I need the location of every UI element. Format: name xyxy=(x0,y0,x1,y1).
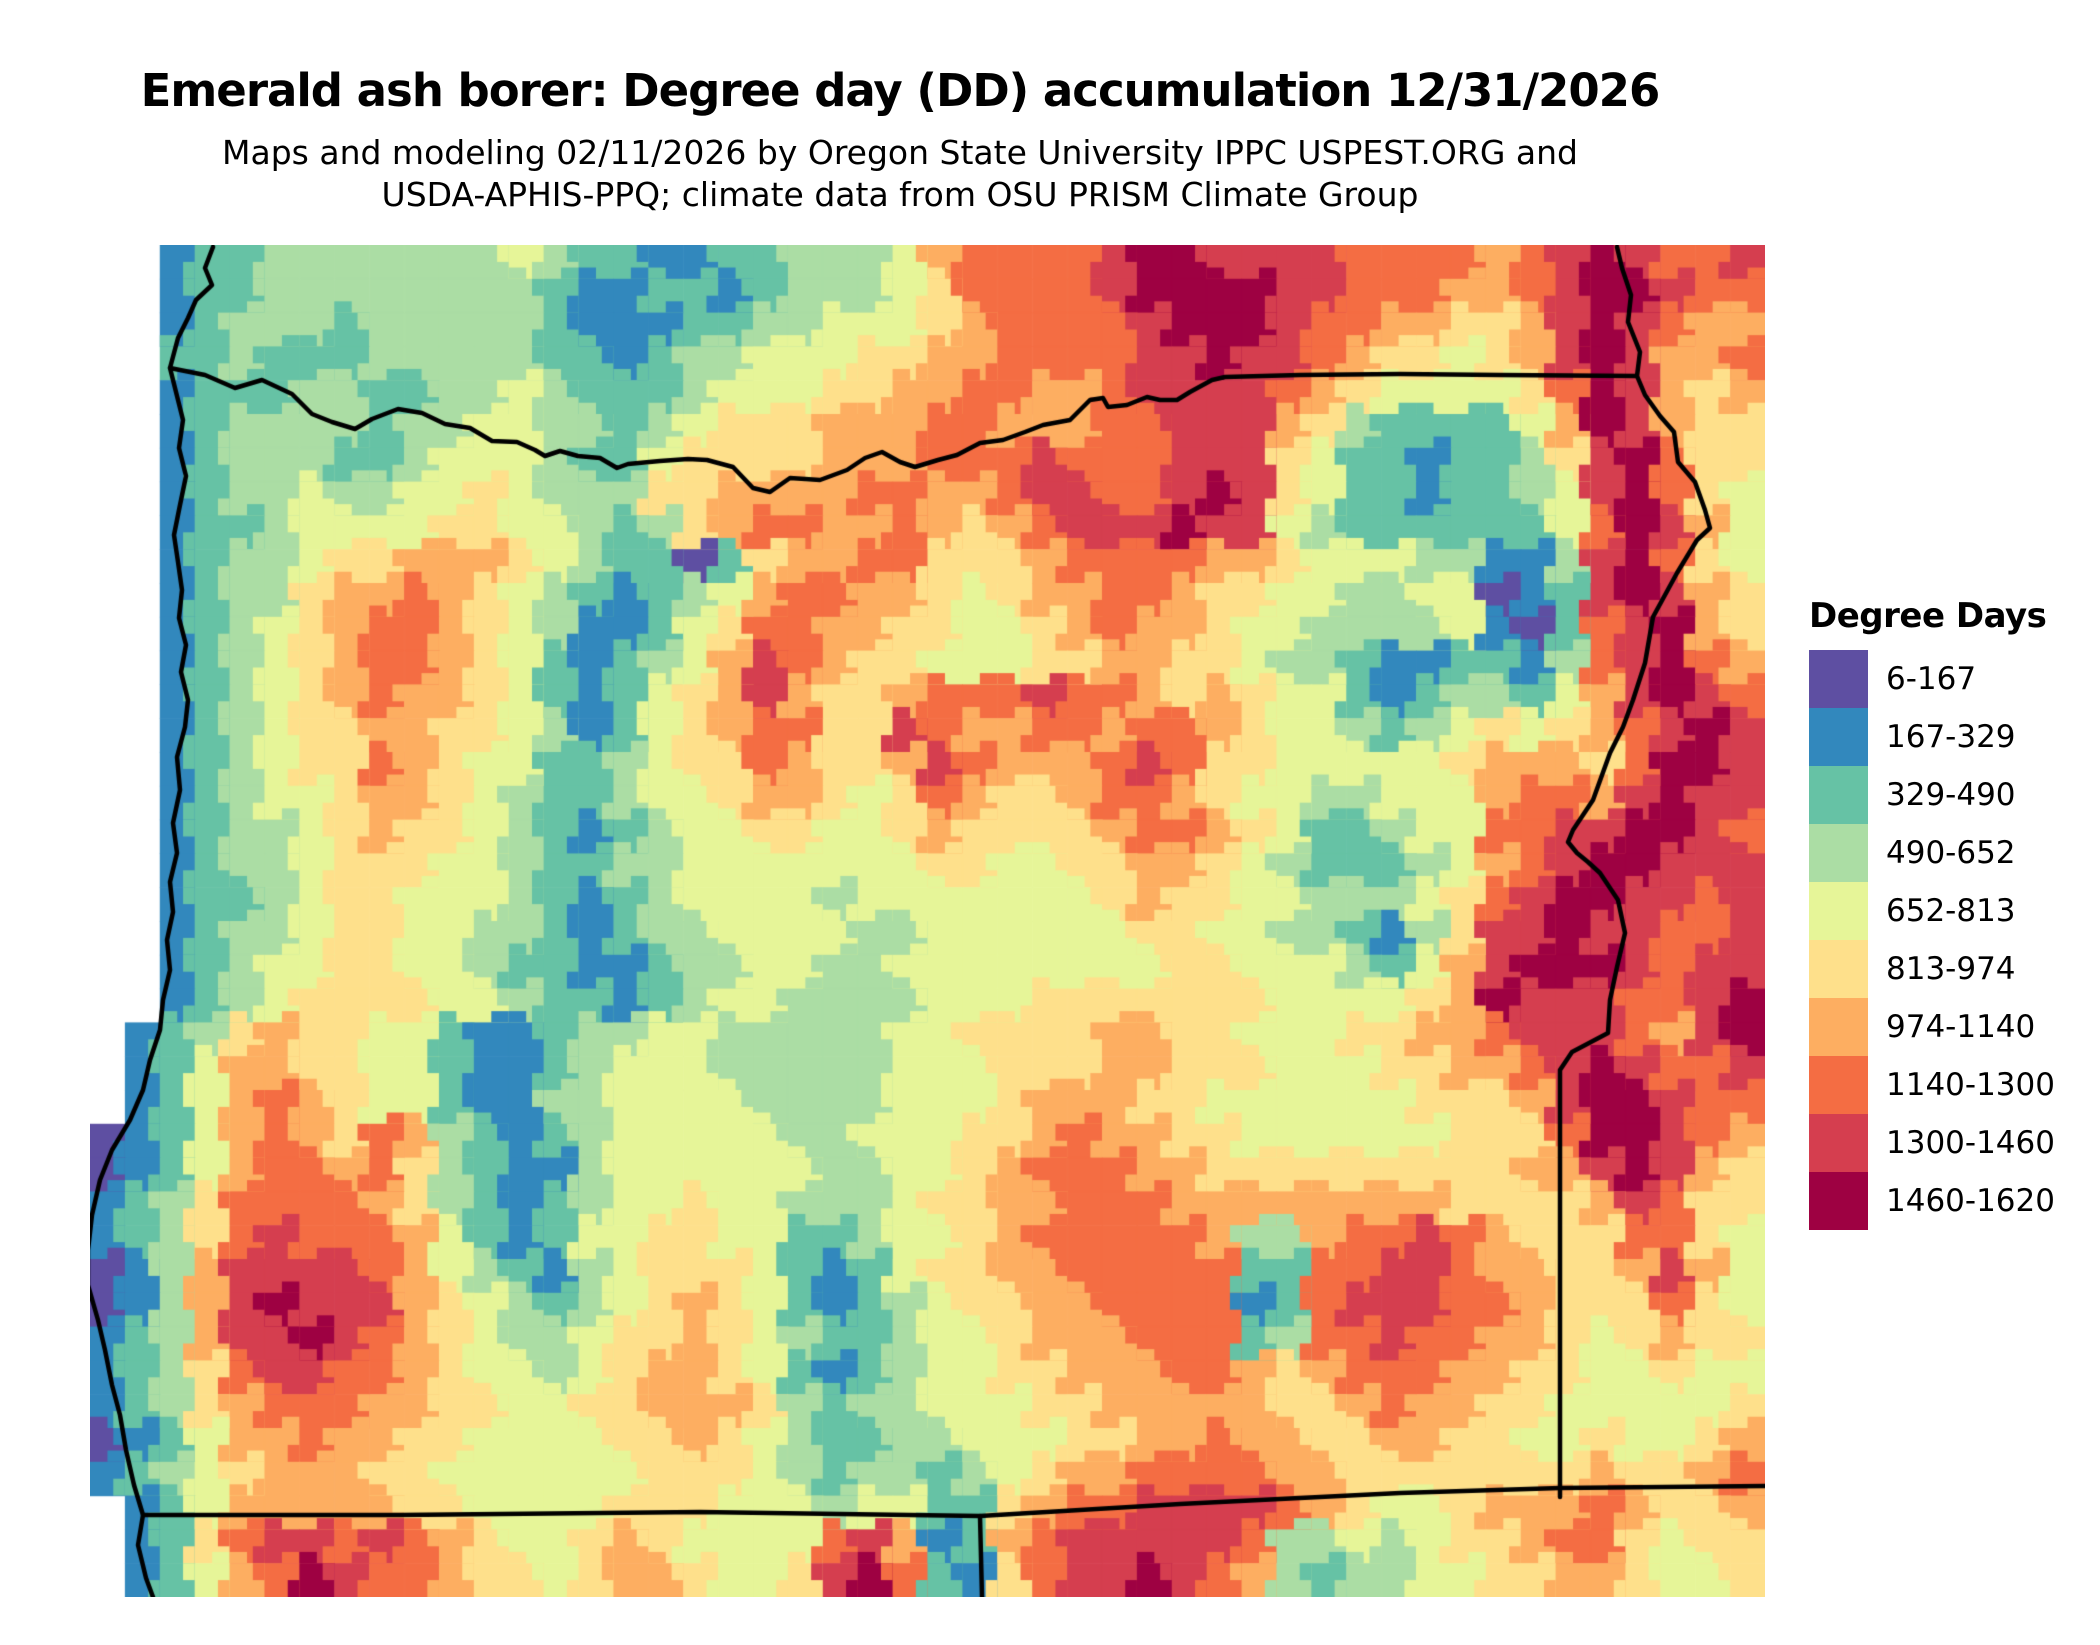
legend-range-label: 652-813 xyxy=(1886,893,2016,929)
legend-swatch xyxy=(1809,1056,1868,1114)
legend-range-label: 974-1140 xyxy=(1886,1009,2036,1045)
legend-item: 329-490 xyxy=(1809,766,2099,824)
legend-range-label: 490-652 xyxy=(1886,835,2016,871)
legend-swatch xyxy=(1809,940,1868,998)
legend-range-label: 6-167 xyxy=(1886,661,1977,697)
legend-swatch xyxy=(1809,1114,1868,1172)
legend-range-label: 1140-1300 xyxy=(1886,1067,2055,1103)
legend-item: 813-974 xyxy=(1809,940,2099,998)
legend-range-label: 1300-1460 xyxy=(1886,1125,2055,1161)
legend-range-label: 329-490 xyxy=(1886,777,2016,813)
legend-item: 167-329 xyxy=(1809,708,2099,766)
legend-item: 1300-1460 xyxy=(1809,1114,2099,1172)
legend-swatch xyxy=(1809,650,1868,708)
legend-swatch xyxy=(1809,766,1868,824)
legend-item: 1460-1620 xyxy=(1809,1172,2099,1230)
legend-range-label: 167-329 xyxy=(1886,719,2016,755)
legend-swatch xyxy=(1809,882,1868,940)
legend-swatch xyxy=(1809,998,1868,1056)
legend-item: 1140-1300 xyxy=(1809,1056,2099,1114)
legend-items: 6-167 167-329 329-490 490-652 652-813 813-974… xyxy=(1809,650,2099,1230)
figure-subtitle-line1: Maps and modeling 02/11/2026 by Oregon S… xyxy=(222,133,1578,172)
legend-swatch xyxy=(1809,824,1868,882)
legend-title: Degree Days xyxy=(1809,596,2047,636)
legend: Degree Days 6-167 167-329 329-490 490-652 65… xyxy=(1809,596,2099,1230)
legend-range-label: 813-974 xyxy=(1886,951,2016,987)
legend-swatch xyxy=(1809,1172,1868,1230)
legend-swatch xyxy=(1809,708,1868,766)
legend-item: 6-167 xyxy=(1809,650,2099,708)
legend-item: 490-652 xyxy=(1809,824,2099,882)
figure-title: Emerald ash borer: Degree day (DD) accum… xyxy=(140,64,1661,117)
legend-item: 974-1140 xyxy=(1809,998,2099,1056)
figure-subtitle-line2: USDA-APHIS-PPQ; climate data from OSU PR… xyxy=(381,175,1419,214)
degree-day-map-raster xyxy=(90,245,1765,1597)
legend-range-label: 1460-1620 xyxy=(1886,1183,2055,1219)
legend-item: 652-813 xyxy=(1809,882,2099,940)
